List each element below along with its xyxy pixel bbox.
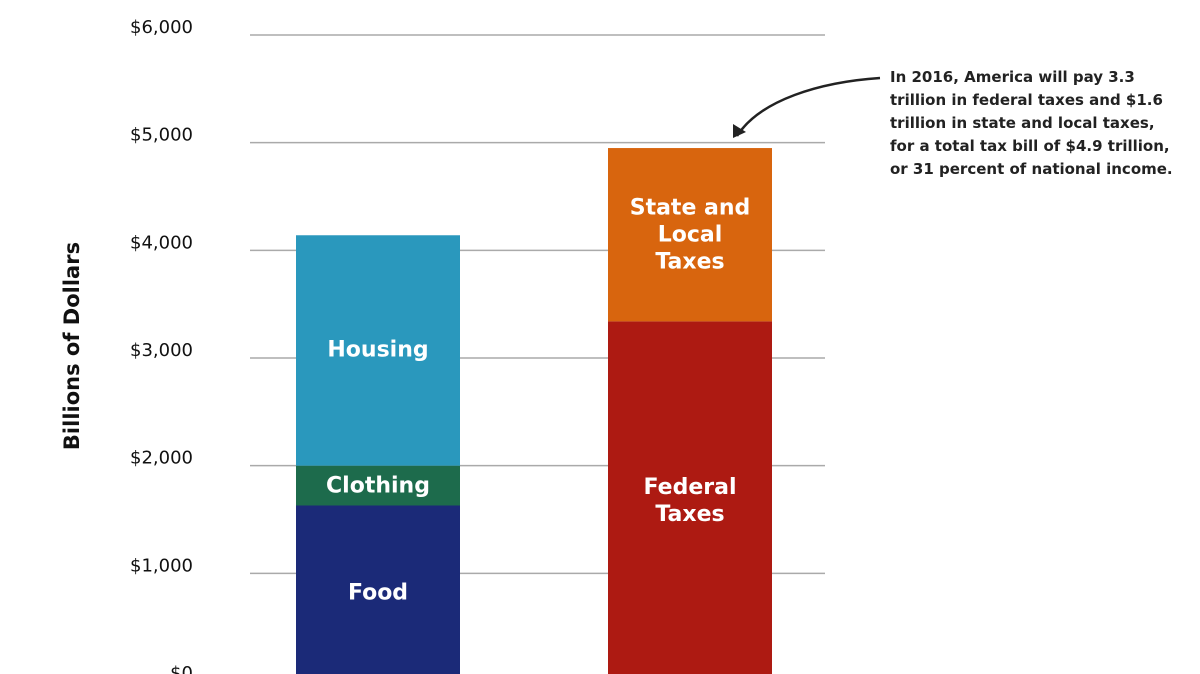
y-tick-label: $6,000 xyxy=(130,17,193,38)
bar-segment xyxy=(608,148,772,322)
y-tick-label: $0 xyxy=(170,663,193,674)
bar-segment xyxy=(296,235,460,466)
bar-segment xyxy=(296,505,460,674)
y-axis-label: Billions of Dollars xyxy=(60,241,84,451)
segment-label: Federal Taxes xyxy=(643,475,737,528)
y-tick-label: $3,000 xyxy=(130,340,193,361)
y-tick-label: $5,000 xyxy=(130,125,193,146)
segment-label: Clothing xyxy=(326,473,430,499)
y-tick-label: $4,000 xyxy=(130,232,193,253)
annotation: In 2016, America will pay 3.3 trillion i… xyxy=(890,68,1173,178)
segment-label: Housing xyxy=(327,337,429,363)
arrow-head xyxy=(733,124,746,138)
segment-label: Food xyxy=(347,580,409,606)
y-tick-label: $2,000 xyxy=(130,448,193,469)
bar-segment xyxy=(608,321,772,674)
annotation-arrow xyxy=(735,76,881,137)
segment-label: State and Local Taxes xyxy=(629,195,751,275)
bar-segment xyxy=(296,465,460,506)
y-tick-label: $1,000 xyxy=(130,555,193,576)
